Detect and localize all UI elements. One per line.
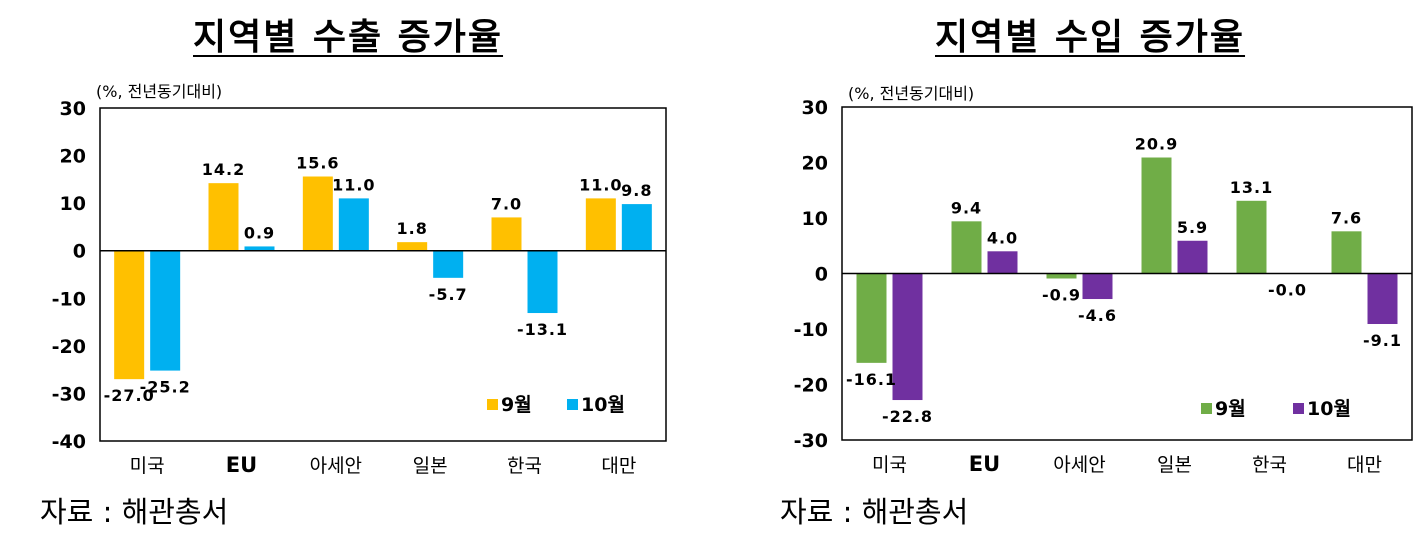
import-legend-swatch-oct: [1293, 403, 1304, 414]
export-data-label: -5.7: [429, 285, 468, 304]
import-ytick-label: -20: [794, 375, 828, 397]
import-unit-note: (%, 전년동기대비): [848, 84, 975, 103]
import-category-label: 한국: [1252, 454, 1287, 476]
export-data-label: 7.0: [491, 194, 522, 213]
export-ytick-label: -10: [52, 288, 86, 310]
export-data-label: -13.1: [517, 320, 568, 339]
import-category-label: 일본: [1157, 454, 1192, 476]
import-data-label: 5.9: [1177, 218, 1208, 237]
export-data-label: 14.2: [202, 160, 245, 179]
export-ytick-label: -30: [52, 383, 86, 405]
export-data-label: -25.2: [140, 378, 191, 397]
export-legend-label-oct: 10월: [581, 394, 625, 416]
export-bar-sep: [302, 176, 333, 251]
export-bar-oct: [621, 204, 652, 251]
export-legend-swatch-sep: [487, 399, 498, 410]
import-source-note: 자료 : 해관총서: [780, 495, 969, 529]
export-ytick-label: -20: [52, 336, 86, 358]
export-bar-oct: [150, 250, 181, 371]
import-category-label: 아세안: [1053, 454, 1105, 476]
import-bar-oct: [987, 251, 1018, 274]
export-category-label: 대만: [601, 455, 636, 477]
export-legend-swatch-oct: [567, 399, 578, 410]
import-data-label: 20.9: [1135, 135, 1178, 154]
export-data-label: 0.9: [244, 223, 275, 242]
import-data-label: -4.6: [1078, 306, 1117, 325]
import-chart-title: 지역별 수입 증가율: [935, 17, 1246, 58]
export-data-label: 1.8: [396, 219, 427, 238]
import-bar-sep: [1046, 273, 1077, 279]
export-bar-oct: [244, 246, 275, 251]
import-bar-oct: [1177, 240, 1208, 274]
export-bar-oct: [433, 250, 464, 278]
export-ytick-label: 30: [60, 98, 86, 120]
export-bar-sep: [491, 217, 522, 251]
export-legend-label-sep: 9월: [501, 394, 532, 416]
import-data-label: -9.1: [1363, 331, 1402, 350]
import-data-label: 7.6: [1331, 208, 1362, 227]
import-legend-label-oct: 10월: [1307, 398, 1351, 420]
export-bar-sep: [585, 198, 616, 251]
export-data-label: 15.6: [296, 154, 339, 173]
import-bar-oct: [1082, 273, 1113, 300]
import-bar-sep: [951, 221, 982, 274]
import-ytick-label: -30: [794, 430, 828, 452]
export-data-label: -27.0: [104, 386, 155, 405]
import-bar-sep: [1141, 157, 1172, 274]
import-data-label: 4.0: [987, 228, 1018, 247]
export-bar-sep: [114, 250, 145, 380]
export-category-label: 미국: [130, 455, 165, 477]
import-bar-oct: [1367, 273, 1398, 325]
export-chart-title: 지역별 수출 증가율: [193, 17, 504, 58]
export-bar-oct: [527, 250, 558, 314]
export-ytick-label: 20: [60, 146, 86, 168]
export-bar-sep: [397, 242, 428, 251]
import-data-label: -16.1: [846, 370, 897, 389]
export-data-label: 11.0: [332, 175, 375, 194]
import-data-label: 13.1: [1230, 178, 1273, 197]
export-category-label: 한국: [507, 455, 542, 477]
import-legend-swatch-sep: [1201, 403, 1212, 414]
export-ytick-label: 0: [73, 241, 86, 263]
export-category-label: EU: [226, 453, 257, 477]
export-source-note: 자료 : 해관총서: [40, 495, 229, 529]
import-data-label: -0.9: [1042, 285, 1081, 304]
import-ytick-label: 10: [802, 208, 828, 230]
export-ytick-label: -40: [52, 431, 86, 453]
export-unit-note: (%, 전년동기대비): [96, 82, 223, 101]
import-bar-sep: [1331, 231, 1362, 274]
import-data-label: -0.0: [1268, 281, 1307, 300]
import-bar-sep: [856, 273, 887, 363]
import-bar-oct: [892, 273, 923, 401]
import-category-label: 미국: [872, 454, 907, 476]
import-data-label: 9.4: [951, 198, 982, 217]
export-data-label: 11.0: [579, 175, 622, 194]
import-bar-sep: [1236, 200, 1267, 274]
import-data-label: -22.8: [882, 407, 933, 426]
import-category-label: 대만: [1347, 454, 1382, 476]
export-plot-frame: [99, 107, 667, 442]
export-category-label: 아세안: [310, 455, 362, 477]
import-ytick-label: -10: [794, 319, 828, 341]
import-ytick-label: 0: [815, 264, 828, 286]
import-ytick-label: 30: [802, 97, 828, 119]
export-category-label: 일본: [413, 455, 448, 477]
export-data-label: 9.8: [621, 181, 652, 200]
export-ytick-label: 10: [60, 193, 86, 215]
import-ytick-label: 20: [802, 153, 828, 175]
import-legend-label-sep: 9월: [1215, 398, 1246, 420]
import-category-label: EU: [969, 452, 1000, 476]
export-bar-oct: [338, 198, 369, 251]
export-bar-sep: [208, 183, 239, 251]
